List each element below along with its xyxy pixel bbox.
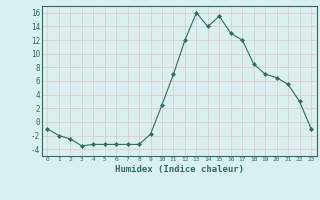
X-axis label: Humidex (Indice chaleur): Humidex (Indice chaleur): [115, 165, 244, 174]
